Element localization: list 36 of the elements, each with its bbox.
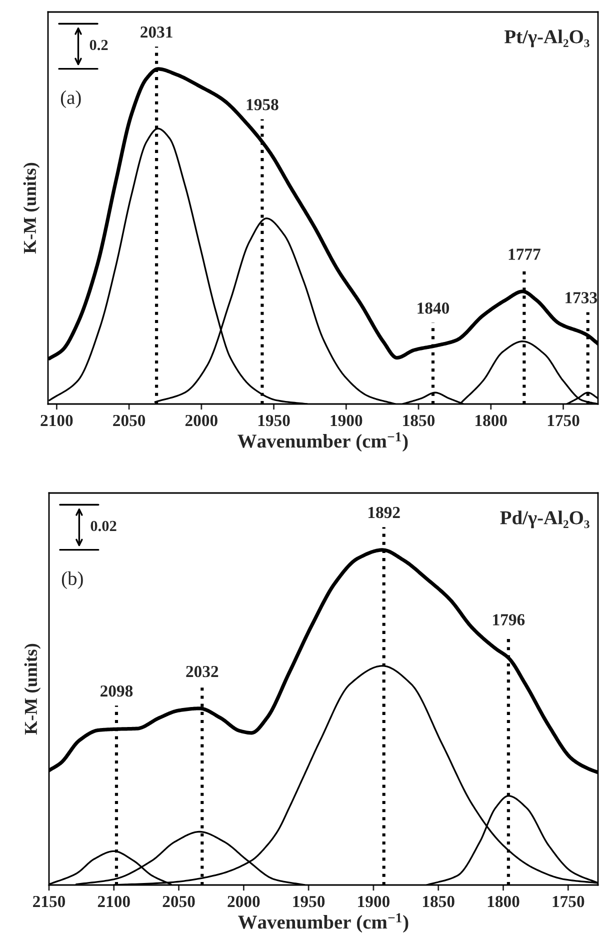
annotation: (a): [60, 90, 81, 108]
x-axis-title: Wavenumber (cm$^{−1}$): [238, 913, 408, 933]
ref-line-label: 2031: [140, 26, 172, 38]
x-tick-label: 1850: [403, 414, 435, 426]
x-tick-label: 2150: [33, 896, 66, 908]
x-tick-label: 2100: [98, 896, 130, 908]
x-tick-label: 1800: [476, 414, 507, 426]
x-tick-label: 2000: [228, 896, 260, 908]
ref-line-label: 1840: [418, 302, 450, 314]
y-axis-title: K-M (units): [24, 644, 41, 735]
ref-line-label: 1892: [368, 506, 400, 518]
x-tick-label: 1750: [548, 414, 580, 426]
ref-line-label: 1958: [246, 99, 278, 110]
annotation: (b): [62, 571, 83, 590]
chart-title: Pd/γ-Al₂O₃: [500, 510, 590, 528]
x-tick-label: 1900: [358, 896, 390, 908]
x-tick-label: 1800: [488, 896, 520, 908]
x-tick-label: 2000: [185, 414, 218, 426]
x-axis-title: Wavenumber (cm$^{−1}$): [238, 432, 408, 452]
text: 0.02: [90, 520, 116, 532]
ref-line-label: 2032: [186, 666, 218, 678]
ref-line-label: 1733: [566, 292, 598, 304]
x-tick-label: 1750: [552, 896, 584, 908]
x-tick-label: 1850: [423, 896, 454, 908]
text: 0.2: [90, 40, 108, 50]
ref-line-label: 1777: [508, 248, 540, 260]
ref-line-label: 2098: [100, 685, 133, 697]
x-tick-label: 2100: [40, 414, 73, 426]
chart-title: Pt/γ-Al₂O₃: [504, 30, 590, 48]
x-tick-label: 1950: [293, 896, 325, 908]
ref-line-label: 1796: [493, 614, 525, 626]
x-tick-label: 1900: [330, 414, 362, 426]
x-tick-label: 1950: [258, 414, 290, 426]
y-axis-title: K-M (units): [23, 162, 40, 254]
x-tick-label: 2050: [113, 414, 146, 426]
x-tick-label: 2050: [162, 896, 195, 908]
